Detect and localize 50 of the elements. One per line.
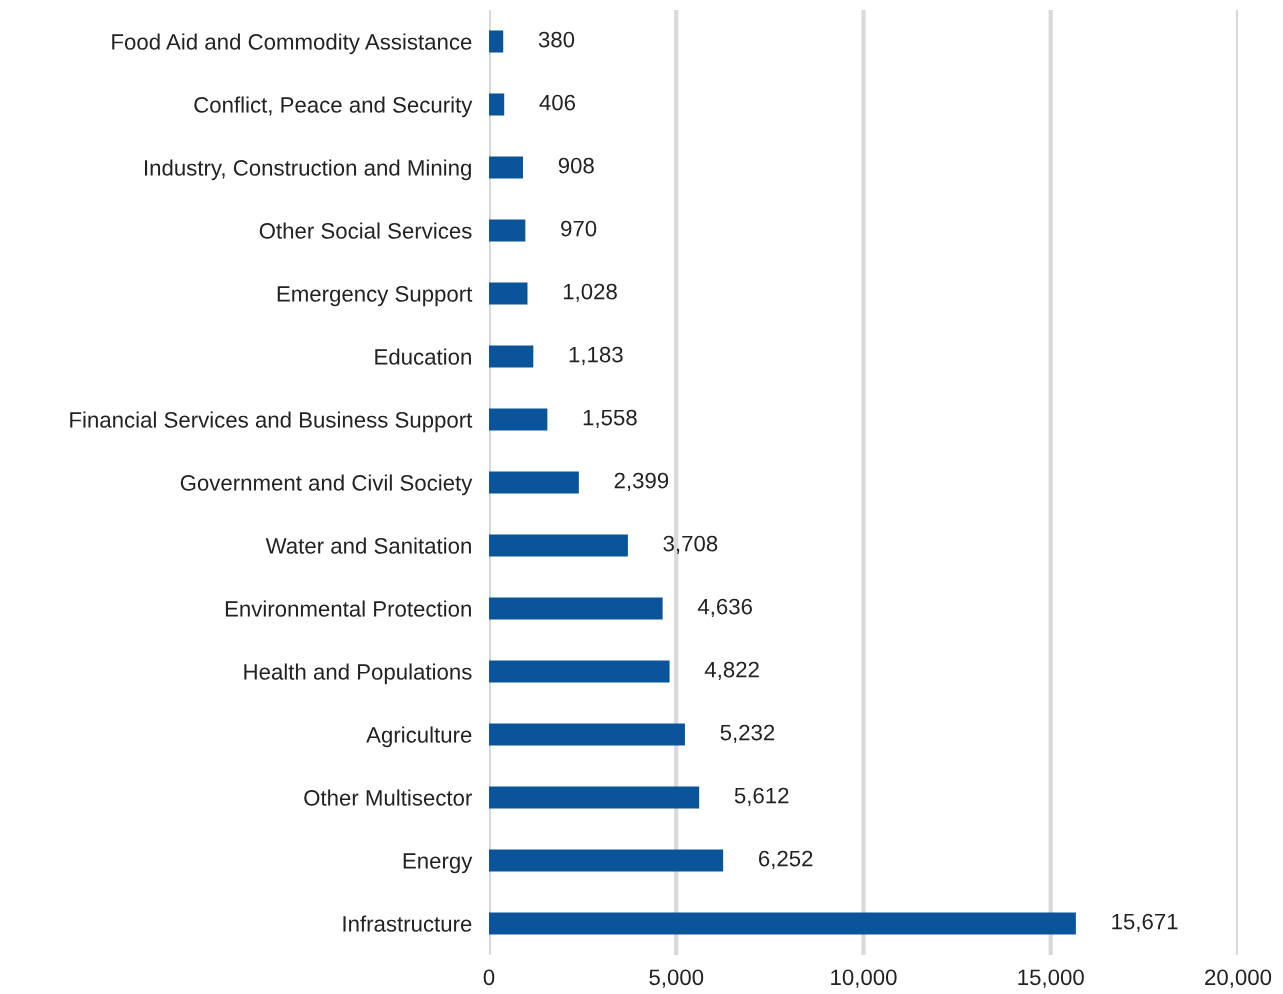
bar xyxy=(489,408,548,431)
bar xyxy=(489,912,1076,935)
data-label: 970 xyxy=(561,220,597,237)
y-tick-label: Education xyxy=(375,348,471,365)
y-tick-label: Health and Populations xyxy=(244,663,472,685)
data-label: 4,822 xyxy=(704,661,759,681)
y-tick-label: Other Social Services xyxy=(259,222,472,239)
bar xyxy=(489,471,579,494)
y-tick-label: Industry, Construction and Mining xyxy=(145,159,471,181)
y-tick-label: Environmental Protection xyxy=(225,600,471,617)
bar xyxy=(489,597,663,620)
x-tick-label: 10,000 xyxy=(831,969,897,988)
y-tick-label: Food Aid and Commodity Assistance xyxy=(112,33,472,55)
data-label: 3,708 xyxy=(663,535,718,555)
data-label: 1,558 xyxy=(583,409,637,429)
x-tick-label: 5,000 xyxy=(649,969,704,988)
bar xyxy=(489,93,505,116)
bar xyxy=(489,219,526,242)
data-label: 6,252 xyxy=(758,850,813,870)
data-label: 4,636 xyxy=(697,598,752,618)
bar xyxy=(489,723,685,746)
y-tick-label: Emergency Support xyxy=(277,286,473,307)
bar xyxy=(489,30,504,53)
x-tick-label: 15,000 xyxy=(1018,969,1084,988)
y-tick-label: Energy xyxy=(403,853,473,874)
y-tick-label: Infrastructure xyxy=(343,915,472,932)
data-label: 406 xyxy=(539,94,576,111)
y-tick-label: Other Multisector xyxy=(304,789,472,806)
data-label: 15,671 xyxy=(1112,913,1178,933)
y-tick-label: Agriculture xyxy=(366,726,472,748)
x-tick-label: 0 xyxy=(483,969,495,986)
bar xyxy=(489,534,628,557)
bar xyxy=(489,282,528,305)
y-tick-label: Government and Civil Society xyxy=(180,474,473,496)
y-tick-label: Water and Sanitation xyxy=(265,537,471,554)
data-label: 380 xyxy=(538,31,575,48)
y-tick-label: Financial Services and Business Support xyxy=(70,411,473,433)
data-label: 5,232 xyxy=(720,724,775,744)
bar xyxy=(489,156,523,179)
data-label: 908 xyxy=(558,157,594,174)
data-label: 1,183 xyxy=(569,346,623,366)
bar xyxy=(489,660,670,683)
x-tick-label: 20,000 xyxy=(1205,969,1272,988)
bar xyxy=(489,786,700,809)
data-label: 2,399 xyxy=(614,472,669,492)
data-label: 1,028 xyxy=(563,283,617,303)
data-label: 5,612 xyxy=(734,787,789,807)
bar xyxy=(489,345,534,368)
bar xyxy=(489,849,724,872)
y-tick-label: Conflict, Peace and Security xyxy=(194,96,473,118)
